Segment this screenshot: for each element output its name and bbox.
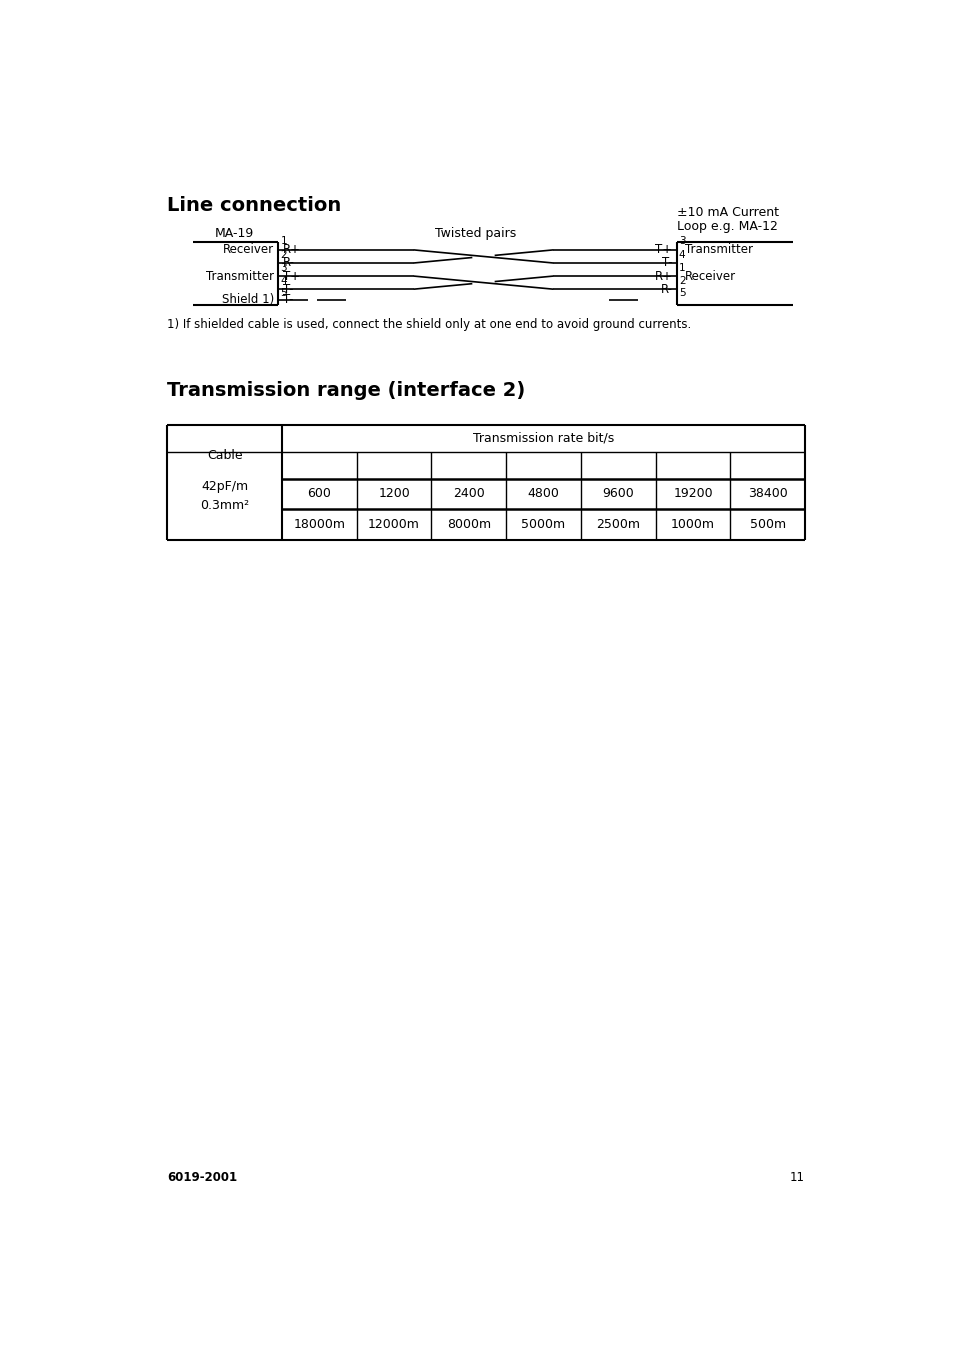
- Text: Transmitter: Transmitter: [206, 270, 274, 282]
- Text: 5: 5: [679, 288, 684, 299]
- Text: R+: R+: [282, 243, 300, 257]
- Text: 3: 3: [280, 262, 287, 273]
- Text: Transmission range (interface 2): Transmission range (interface 2): [167, 381, 525, 400]
- Text: Receiver: Receiver: [684, 270, 736, 282]
- Text: 12000m: 12000m: [368, 519, 419, 531]
- Text: R-: R-: [659, 282, 672, 296]
- Text: 18000m: 18000m: [294, 519, 345, 531]
- Text: 9600: 9600: [601, 488, 634, 500]
- Text: 5: 5: [280, 288, 287, 299]
- Text: 1: 1: [280, 236, 287, 246]
- Text: 5000m: 5000m: [521, 519, 565, 531]
- Text: Twisted pairs: Twisted pairs: [435, 227, 516, 240]
- Text: 2400: 2400: [453, 488, 484, 500]
- Text: 4800: 4800: [527, 488, 558, 500]
- Text: Transmission rate bit/s: Transmission rate bit/s: [473, 432, 614, 444]
- Text: 1) If shielded cable is used, connect the shield only at one end to avoid ground: 1) If shielded cable is used, connect th…: [167, 317, 691, 331]
- Text: T+: T+: [655, 243, 672, 257]
- Text: T-: T-: [282, 282, 293, 296]
- Text: ±10 mA Current: ±10 mA Current: [677, 207, 779, 219]
- Text: Transmitter: Transmitter: [684, 243, 752, 257]
- Text: 3: 3: [679, 236, 684, 246]
- Text: 2: 2: [679, 276, 684, 285]
- Text: 4: 4: [679, 250, 684, 259]
- Text: MA-19: MA-19: [214, 227, 253, 240]
- Text: 2500m: 2500m: [596, 519, 639, 531]
- Text: T-: T-: [661, 257, 672, 269]
- Text: R+: R+: [654, 270, 672, 282]
- Text: Cable: Cable: [207, 449, 242, 462]
- Text: T+: T+: [282, 270, 299, 282]
- Text: Line connection: Line connection: [167, 196, 341, 215]
- Text: 38400: 38400: [747, 488, 787, 500]
- Text: 500m: 500m: [749, 519, 785, 531]
- Text: 11: 11: [789, 1171, 804, 1185]
- Text: R-: R-: [282, 257, 294, 269]
- Text: Receiver: Receiver: [223, 243, 274, 257]
- Text: 0.3mm²: 0.3mm²: [200, 499, 249, 512]
- Text: 19200: 19200: [673, 488, 712, 500]
- Text: 2: 2: [280, 250, 287, 259]
- Text: Shield 1): Shield 1): [222, 293, 274, 307]
- Text: 8000m: 8000m: [446, 519, 491, 531]
- Text: 1: 1: [679, 262, 684, 273]
- Text: 6019-2001: 6019-2001: [167, 1171, 237, 1185]
- Text: 1200: 1200: [377, 488, 410, 500]
- Text: 42pF/m: 42pF/m: [201, 480, 248, 493]
- Text: 600: 600: [307, 488, 331, 500]
- Text: Loop e.g. MA-12: Loop e.g. MA-12: [677, 219, 778, 232]
- Text: 4: 4: [280, 276, 287, 285]
- Text: 1000m: 1000m: [670, 519, 715, 531]
- Text: T-: T-: [282, 293, 293, 307]
